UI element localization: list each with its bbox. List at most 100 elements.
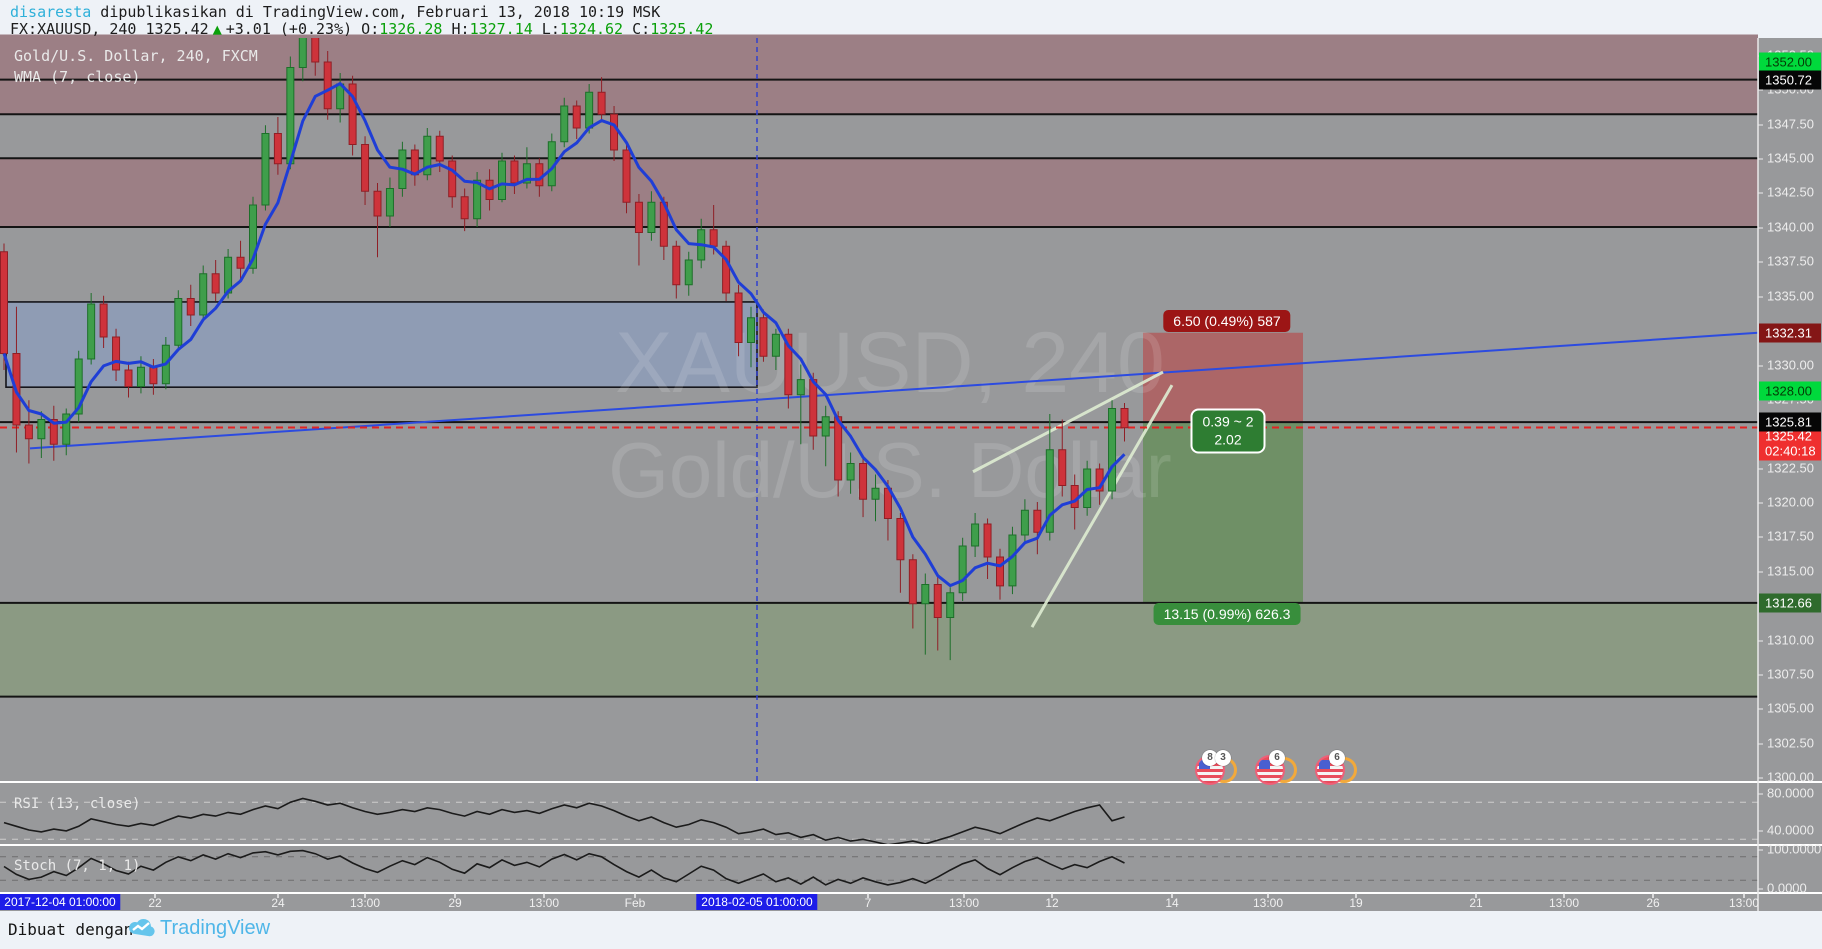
price-tick-label: 1302.50 xyxy=(1758,736,1814,751)
candle-body xyxy=(448,160,457,198)
candle-body xyxy=(809,379,818,437)
candle-body xyxy=(722,245,731,294)
candle-body xyxy=(672,245,681,286)
candle-body xyxy=(933,584,942,618)
candle-body xyxy=(498,160,506,200)
price-axis-badge[interactable]: 1325.81 xyxy=(1759,412,1821,432)
resistance-zone[interactable] xyxy=(0,158,1758,227)
position-ratio-label[interactable]: 0.39 ~ 2 2.02 xyxy=(1190,408,1266,454)
price-tick-label: 1317.50 xyxy=(1758,529,1814,544)
price-axis-badge[interactable]: 1350.72 xyxy=(1759,70,1821,90)
candle-body xyxy=(859,463,868,500)
candle-body xyxy=(1120,408,1129,429)
indicator-label-rsi[interactable]: RSI (13, close) xyxy=(14,796,141,812)
support-zone[interactable] xyxy=(0,602,1758,697)
position-target-label[interactable]: 13.15 (0.99%) 626.3 xyxy=(1153,603,1301,625)
low-label: L: xyxy=(532,20,560,38)
time-tick-label: 21 xyxy=(1469,896,1483,910)
time-tick-label: 13:00 xyxy=(1728,896,1760,910)
candle-body xyxy=(149,366,158,385)
candle-body xyxy=(996,556,1004,587)
event-count-badge: 8 xyxy=(1202,750,1218,766)
open-label: O: xyxy=(352,20,380,38)
username-link[interactable]: disaresta xyxy=(10,3,92,21)
chart-title: Gold/U.S. Dollar, 240, FXCM xyxy=(14,47,258,65)
candle-body xyxy=(622,149,631,203)
position-stop-label[interactable]: 6.50 (0.49%) 587 xyxy=(1163,310,1291,332)
tradingview-brand-link[interactable]: TradingView xyxy=(160,917,271,939)
candle-body xyxy=(24,424,33,440)
candle-body xyxy=(560,105,569,143)
position-risk-box[interactable] xyxy=(1143,332,1303,423)
candle-body xyxy=(921,584,930,605)
time-tick-label: 26 xyxy=(1646,896,1660,910)
candle-body xyxy=(49,419,58,445)
resistance-zone-upper[interactable] xyxy=(0,34,1758,115)
time-tick-label: 29 xyxy=(448,896,462,910)
wedge-line[interactable] xyxy=(972,370,1164,474)
candle-body xyxy=(684,259,693,286)
candle-body xyxy=(1045,449,1054,533)
price-change: +3.01 (+0.23%) xyxy=(225,20,353,38)
time-axis-badge[interactable]: 2017-12-04 01:00:00 xyxy=(0,894,121,910)
price-tick-label: 1322.50 xyxy=(1758,461,1814,476)
candle-body xyxy=(62,413,71,445)
candle-body xyxy=(821,416,830,437)
wma-line[interactable] xyxy=(2,82,1126,588)
candle-body xyxy=(946,592,955,618)
up-triangle-icon: ▲ xyxy=(212,20,222,38)
candle-body xyxy=(174,298,183,346)
stoch-line[interactable] xyxy=(3,849,1125,886)
candle-body xyxy=(112,336,121,371)
candle-body xyxy=(771,333,780,357)
price-tick-label: 1320.00 xyxy=(1758,495,1814,510)
price-tick-label: 1337.50 xyxy=(1758,254,1814,269)
price-axis-badge[interactable]: 1312.66 xyxy=(1759,593,1821,613)
countdown-badge[interactable]: 02:40:18 xyxy=(1759,441,1821,461)
high-value: 1327.14 xyxy=(469,20,533,38)
price-axis-badge[interactable]: 1328.00 xyxy=(1759,381,1821,401)
candle-body xyxy=(759,317,768,357)
candle-body xyxy=(747,317,755,343)
footer: Dibuat dengan TradingView xyxy=(0,911,1822,949)
oscillator-tick-label: 40.0000 xyxy=(1758,823,1814,838)
oscillator-tick-label: 100.0000 xyxy=(1758,842,1821,857)
time-tick-label: 13:00 xyxy=(1548,896,1580,910)
time-tick-label: 24 xyxy=(271,896,285,910)
price-axis-badge[interactable]: 1352.00 xyxy=(1759,52,1821,72)
candle-body xyxy=(0,251,8,354)
candle-body xyxy=(1020,509,1029,536)
publish-info-line: disaresta dipublikasikan di TradingView.… xyxy=(10,3,660,21)
time-tick-label: 13:00 xyxy=(349,896,381,910)
price-axis-badge[interactable]: 1332.31 xyxy=(1759,323,1821,343)
oscillator-tick-label: 80.0000 xyxy=(1758,786,1814,801)
candle-body xyxy=(211,273,220,294)
candle-body xyxy=(261,133,270,206)
time-axis-badge[interactable]: 2018-02-05 01:00:00 xyxy=(696,894,818,910)
economic-event-icon[interactable]: 6 xyxy=(1255,750,1303,791)
candle-body xyxy=(124,369,133,387)
indicator-label-wma[interactable]: WMA (7, close) xyxy=(14,68,141,86)
candle-body xyxy=(298,38,307,68)
economic-event-icon[interactable]: 6 xyxy=(1315,750,1363,791)
price-tick-label: 1335.00 xyxy=(1758,289,1814,304)
rsi-line[interactable] xyxy=(3,797,1125,846)
trendline[interactable] xyxy=(29,331,1759,450)
time-tick-label: 14 xyxy=(1165,896,1179,910)
price-tick-label: 1330.00 xyxy=(1758,358,1814,373)
candle-body xyxy=(473,179,482,220)
time-tick-label: Feb xyxy=(624,896,646,910)
time-tick-label: 13:00 xyxy=(948,896,980,910)
wedge-line[interactable] xyxy=(1030,384,1174,628)
price-tick-label: 1305.00 xyxy=(1758,701,1814,716)
candle-body xyxy=(186,298,195,316)
candle-body xyxy=(99,303,108,338)
candle-body xyxy=(1108,408,1117,492)
event-count-badge: 3 xyxy=(1215,750,1231,766)
indicator-label-stoch[interactable]: Stoch (7, 1, 1) xyxy=(14,858,141,874)
time-tick-label: 22 xyxy=(148,896,162,910)
candle-body xyxy=(361,144,370,192)
candle-body xyxy=(373,190,382,217)
